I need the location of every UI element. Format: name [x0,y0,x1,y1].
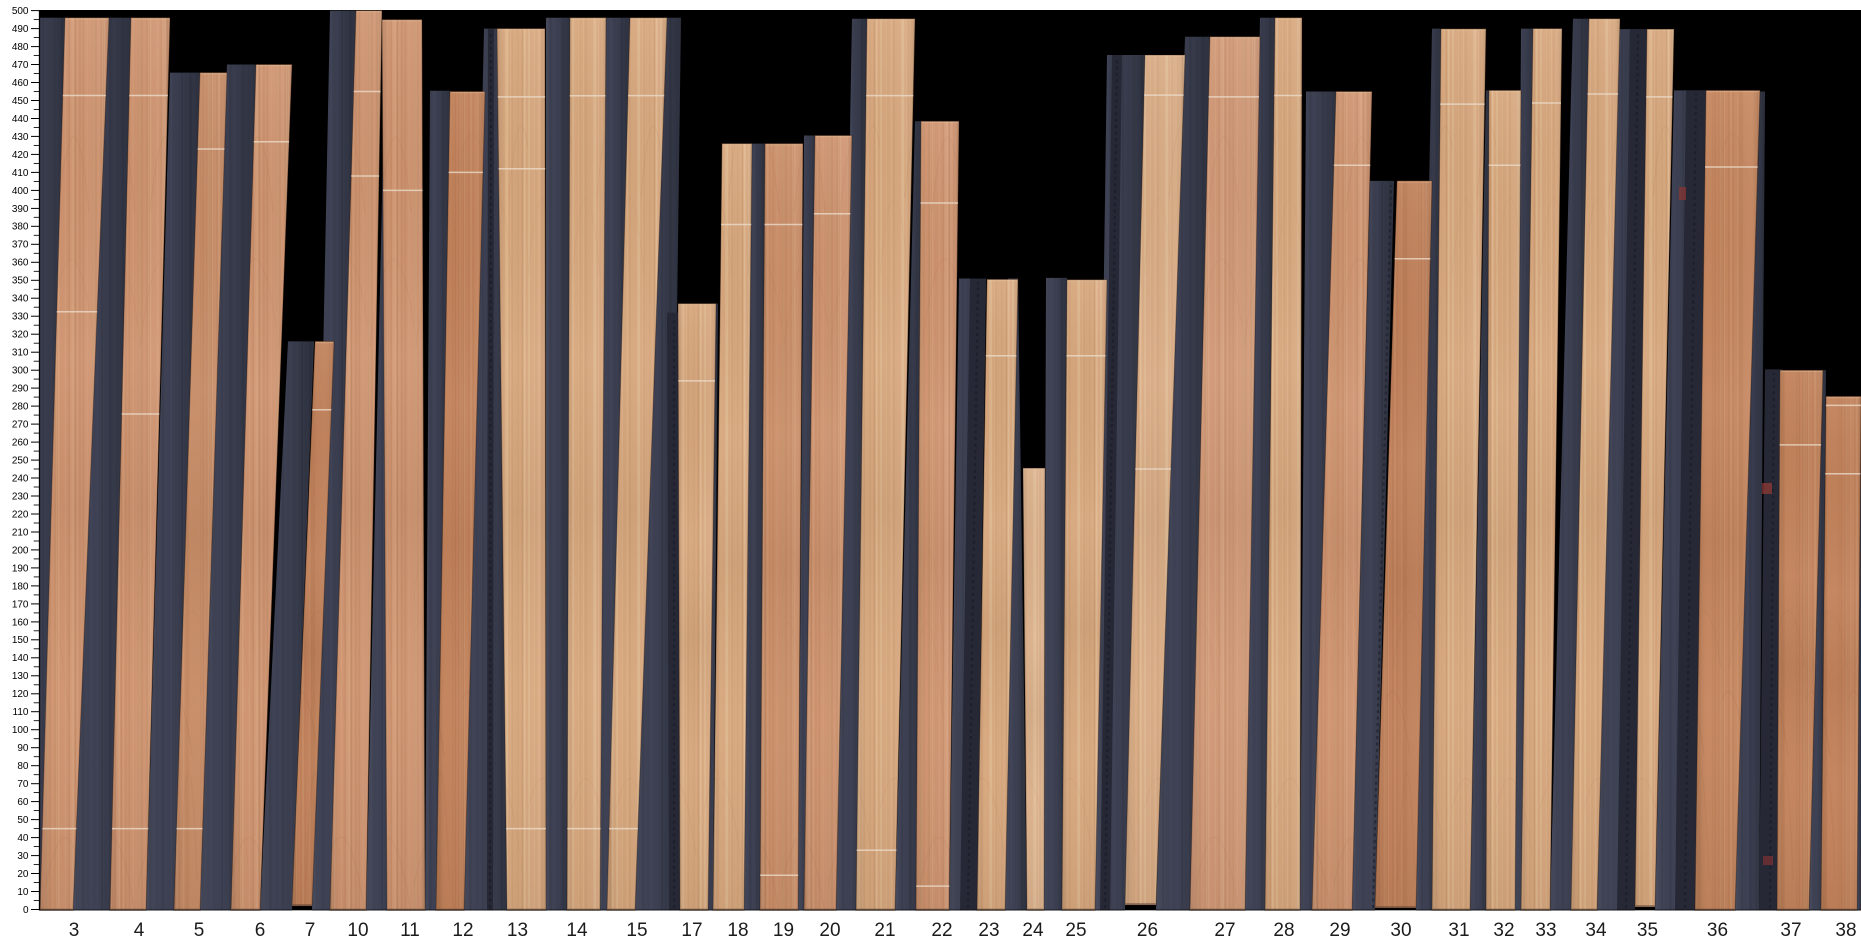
svg-text:170: 170 [12,599,29,610]
svg-text:250: 250 [12,455,29,466]
svg-text:60: 60 [17,797,29,808]
svg-text:29: 29 [1329,920,1350,941]
svg-text:30: 30 [1390,920,1411,941]
svg-text:330: 330 [12,312,29,323]
svg-text:0: 0 [23,905,29,916]
svg-text:24: 24 [1022,920,1044,941]
svg-text:32: 32 [1493,920,1514,941]
svg-text:410: 410 [12,168,29,179]
svg-text:370: 370 [12,240,29,251]
svg-text:23: 23 [978,920,999,941]
svg-text:470: 470 [12,60,29,71]
svg-text:25: 25 [1065,920,1086,941]
svg-text:17: 17 [681,920,702,941]
svg-text:270: 270 [12,420,29,431]
svg-text:180: 180 [12,581,29,592]
svg-text:33: 33 [1535,920,1556,941]
svg-text:50: 50 [17,815,29,826]
svg-text:26: 26 [1137,920,1158,941]
svg-text:6: 6 [255,920,266,941]
svg-text:200: 200 [12,545,29,556]
svg-text:290: 290 [12,384,29,395]
svg-text:90: 90 [17,743,29,754]
svg-text:360: 360 [12,258,29,269]
svg-text:400: 400 [12,186,29,197]
svg-text:390: 390 [12,204,29,215]
svg-text:70: 70 [17,779,29,790]
svg-text:31: 31 [1448,920,1469,941]
svg-text:18: 18 [727,920,748,941]
svg-text:10: 10 [17,887,29,898]
svg-text:14: 14 [566,920,588,941]
svg-text:240: 240 [12,473,29,484]
svg-text:38: 38 [1835,920,1856,941]
svg-text:20: 20 [17,869,29,880]
svg-text:210: 210 [12,527,29,538]
svg-text:480: 480 [12,42,29,53]
svg-text:110: 110 [13,707,29,718]
svg-text:340: 340 [12,294,29,305]
svg-text:13: 13 [507,920,528,941]
svg-text:300: 300 [12,366,29,377]
svg-text:21: 21 [874,920,895,941]
svg-text:130: 130 [12,671,29,682]
svg-text:15: 15 [626,920,647,941]
svg-text:22: 22 [931,920,952,941]
svg-text:500: 500 [12,6,29,17]
svg-text:28: 28 [1273,920,1294,941]
svg-text:490: 490 [12,24,29,35]
svg-text:40: 40 [17,833,29,844]
svg-text:27: 27 [1214,920,1235,941]
svg-text:460: 460 [12,78,29,89]
svg-text:10: 10 [347,920,368,941]
svg-text:19: 19 [773,920,794,941]
svg-text:450: 450 [12,96,29,107]
svg-text:37: 37 [1780,920,1801,941]
svg-text:310: 310 [12,348,29,359]
svg-text:4: 4 [134,920,145,941]
svg-text:230: 230 [12,491,29,502]
svg-text:420: 420 [12,150,29,161]
svg-text:3: 3 [69,920,80,941]
svg-text:440: 440 [12,114,29,125]
svg-text:320: 320 [12,330,29,341]
svg-text:34: 34 [1585,920,1607,941]
svg-text:20: 20 [819,920,840,941]
svg-text:160: 160 [12,617,29,628]
svg-text:35: 35 [1637,920,1658,941]
svg-text:120: 120 [12,689,29,700]
svg-text:430: 430 [12,132,29,143]
svg-text:5: 5 [194,920,205,941]
svg-text:280: 280 [12,402,29,413]
svg-text:150: 150 [12,635,29,646]
svg-text:30: 30 [17,851,29,862]
svg-text:11: 11 [400,920,420,941]
svg-text:350: 350 [12,276,29,287]
svg-text:220: 220 [12,509,29,520]
svg-text:380: 380 [12,222,29,233]
svg-text:7: 7 [305,920,316,941]
svg-text:12: 12 [452,920,473,941]
svg-text:190: 190 [12,563,29,574]
svg-text:100: 100 [12,725,29,736]
svg-text:80: 80 [17,761,29,772]
svg-text:260: 260 [12,438,29,449]
svg-text:140: 140 [12,653,29,664]
svg-text:36: 36 [1707,920,1728,941]
